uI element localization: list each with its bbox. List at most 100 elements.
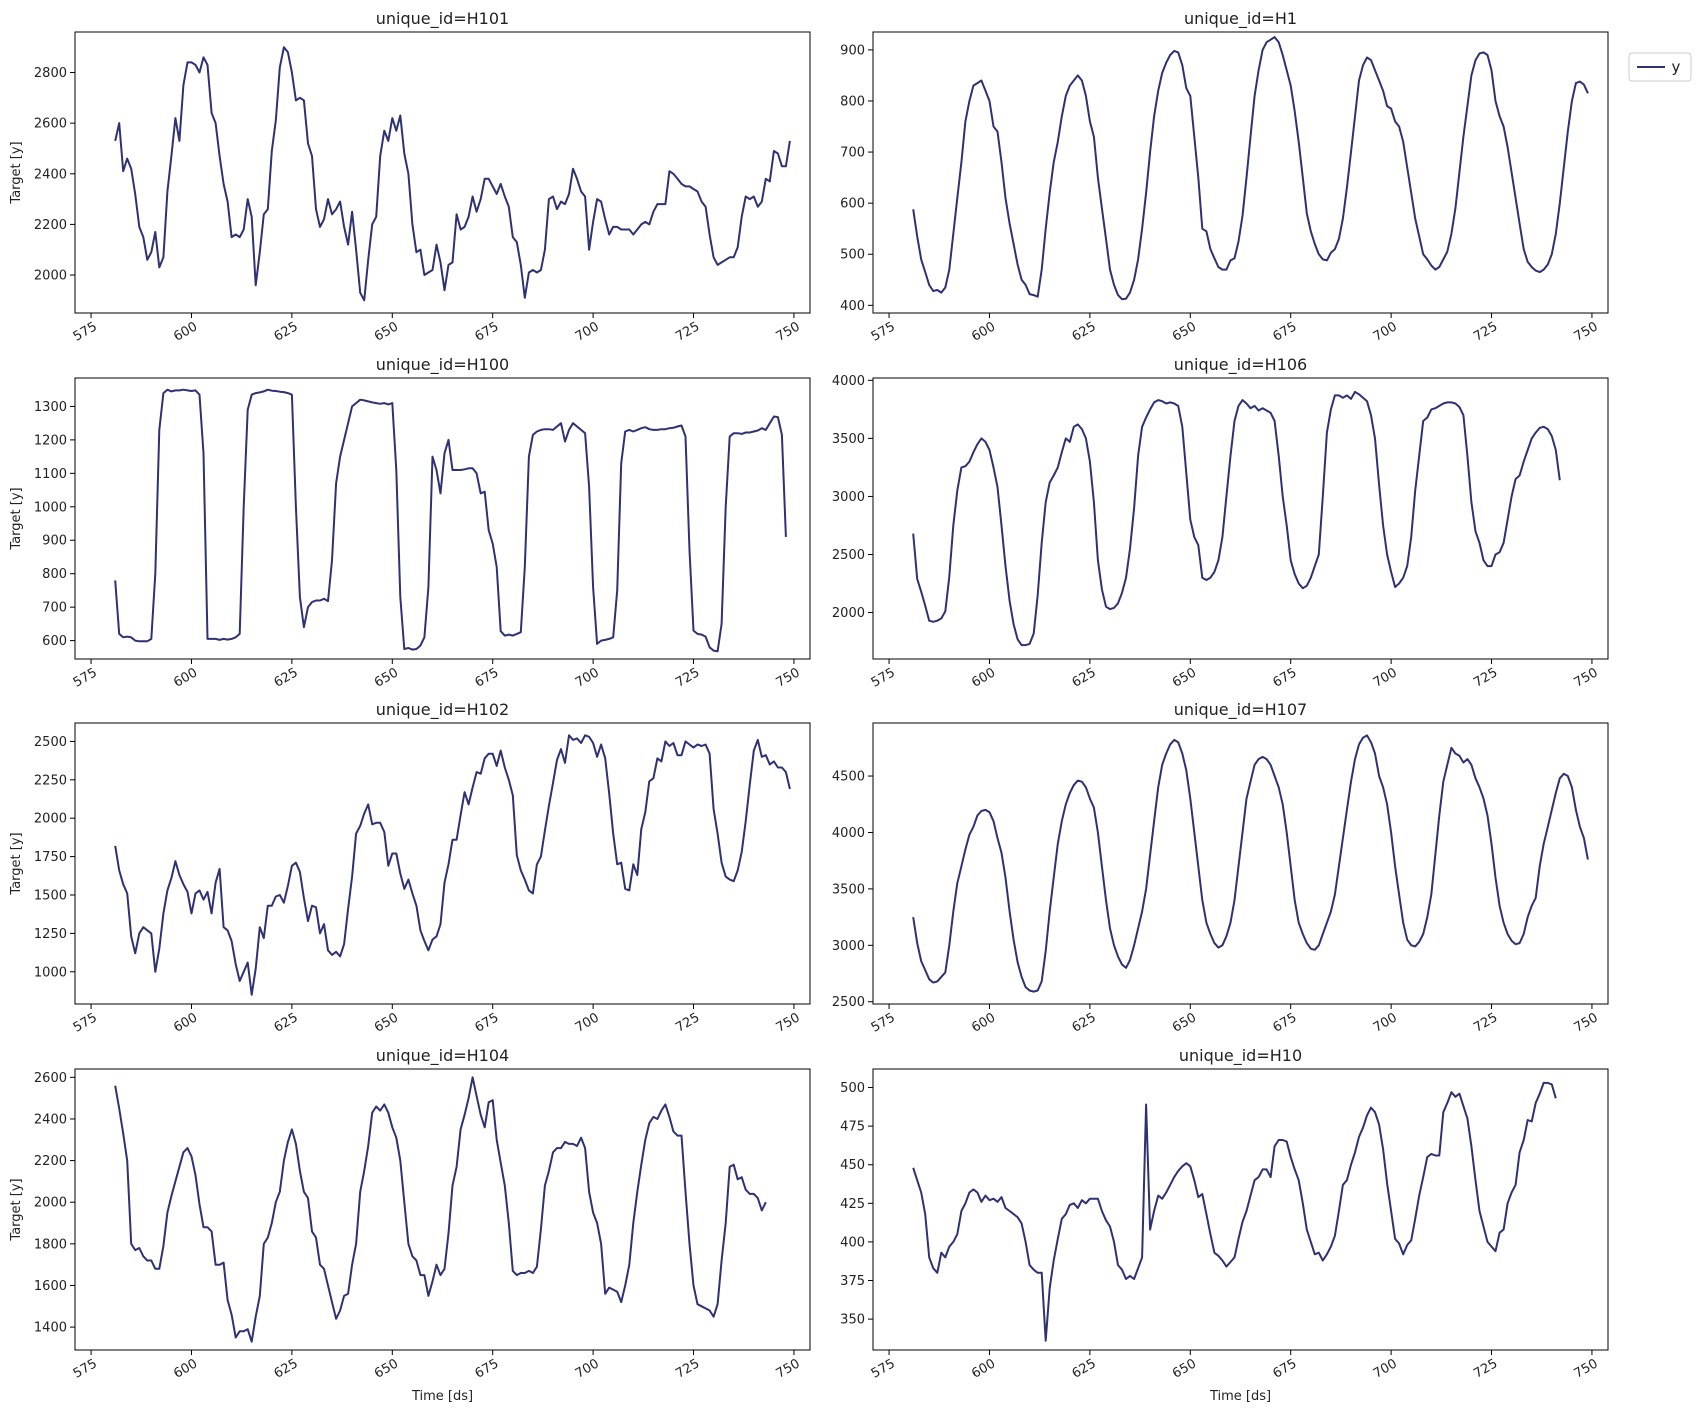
x-tick-label: 600: [969, 1010, 998, 1035]
y-tick-label: 800: [42, 567, 67, 582]
y-tick-label: 1750: [34, 850, 67, 865]
axes-frame: [74, 31, 811, 314]
x-tick-label: 675: [472, 1356, 501, 1381]
chart-title: unique_id=H100: [376, 355, 509, 375]
series-line: [912, 1081, 1557, 1342]
chart-panel: unique_id=H104 575 600 625 650 675 700 725 750 14…: [9, 1046, 811, 1404]
x-tick-label: 750: [774, 1010, 803, 1035]
chart-panel: unique_id=H107 575 600 625 650 675 700 725 750 25…: [832, 700, 1609, 1036]
chart-panel: unique_id=H10 575 600 625 650 675 700 725 750 350…: [840, 1046, 1609, 1404]
y-tick-label: 900: [42, 534, 67, 549]
y-axis-label: Target [y]: [9, 141, 24, 204]
y-tick-label: 1600: [34, 1279, 67, 1294]
y-tick-label: 2400: [34, 167, 67, 182]
y-tick-label: 500: [840, 1081, 865, 1096]
y-tick-label: 2500: [34, 735, 67, 750]
y-axis-label: Target [y]: [9, 832, 24, 895]
x-tick-label: 725: [673, 1356, 702, 1381]
chart-title: unique_id=H10: [1179, 1046, 1302, 1066]
x-tick-label: 700: [573, 665, 602, 690]
y-tick-label: 2600: [34, 117, 67, 132]
x-tick-label: 600: [969, 319, 998, 344]
chart-panel: unique_id=H102 575 600 625 650 675 700 725 750 10…: [9, 700, 811, 1036]
x-tick-label: 725: [1471, 1356, 1500, 1381]
series-line: [912, 36, 1589, 301]
y-tick-label: 600: [42, 634, 67, 649]
x-tick-label: 650: [372, 319, 401, 344]
y-tick-label: 400: [840, 1235, 865, 1250]
x-tick-label: 700: [573, 1356, 602, 1381]
x-tick-label: 650: [1170, 665, 1199, 690]
x-tick-label: 625: [1070, 1010, 1099, 1035]
x-tick-label: 600: [171, 665, 200, 690]
y-tick-label: 400: [840, 299, 865, 314]
series-line: [912, 734, 1589, 993]
x-tick-label: 575: [869, 665, 898, 690]
y-tick-label: 800: [840, 94, 865, 109]
y-tick-label: 2200: [34, 218, 67, 233]
y-tick-label: 2000: [34, 812, 67, 827]
y-tick-label: 2000: [832, 606, 865, 621]
axes-frame: [872, 31, 1609, 314]
y-tick-label: 700: [840, 146, 865, 161]
x-tick-label: 600: [171, 319, 200, 344]
y-tick-label: 1500: [34, 888, 67, 903]
y-tick-label: 1250: [34, 927, 67, 942]
x-tick-label: 750: [774, 319, 803, 344]
y-tick-label: 600: [840, 197, 865, 212]
axes-frame: [872, 722, 1609, 1005]
x-tick-label: 750: [774, 1356, 803, 1381]
y-tick-label: 900: [840, 43, 865, 58]
x-tick-label: 625: [1070, 319, 1099, 344]
y-tick-label: 3000: [832, 490, 865, 505]
x-tick-label: 650: [372, 1356, 401, 1381]
x-tick-label: 675: [472, 319, 501, 344]
y-tick-label: 1000: [34, 965, 67, 980]
x-tick-label: 650: [1170, 1356, 1199, 1381]
legend-label: y: [1672, 58, 1681, 76]
x-tick-label: 600: [969, 1356, 998, 1381]
y-tick-label: 3500: [832, 882, 865, 897]
legend: y: [1628, 52, 1692, 82]
y-tick-label: 4500: [832, 770, 865, 785]
x-tick-label: 625: [1070, 1356, 1099, 1381]
axes-frame: [74, 377, 811, 660]
series-line: [912, 390, 1561, 647]
x-tick-label: 625: [272, 1010, 301, 1035]
y-tick-label: 2800: [34, 66, 67, 81]
axes-frame: [872, 1068, 1609, 1351]
x-tick-label: 575: [71, 1010, 100, 1035]
y-tick-label: 375: [840, 1274, 865, 1289]
y-tick-label: 2500: [832, 548, 865, 563]
x-tick-label: 675: [1270, 665, 1299, 690]
y-tick-label: 2200: [34, 1154, 67, 1169]
x-tick-label: 675: [1270, 1356, 1299, 1381]
chart-panel: unique_id=H100 575 600 625 650 675 700 725 750 60…: [9, 355, 811, 691]
x-tick-label: 575: [869, 1010, 898, 1035]
chart-title: unique_id=H107: [1174, 700, 1307, 720]
axes-frame: [74, 722, 811, 1005]
x-tick-label: 625: [272, 319, 301, 344]
x-tick-label: 725: [673, 319, 702, 344]
x-tick-label: 725: [1471, 1010, 1500, 1035]
y-tick-label: 1400: [34, 1321, 67, 1336]
y-tick-label: 3500: [832, 432, 865, 447]
series-line: [114, 1076, 767, 1343]
y-tick-label: 2600: [34, 1071, 67, 1086]
x-tick-label: 650: [1170, 319, 1199, 344]
y-axis-label: Target [y]: [9, 1178, 24, 1241]
y-tick-label: 4000: [832, 374, 865, 389]
y-tick-label: 500: [840, 248, 865, 263]
x-tick-label: 625: [1070, 665, 1099, 690]
series-line: [114, 734, 791, 996]
x-tick-label: 725: [673, 1010, 702, 1035]
y-tick-label: 1300: [34, 400, 67, 415]
x-tick-label: 725: [673, 665, 702, 690]
y-tick-label: 3000: [832, 939, 865, 954]
y-tick-label: 1200: [34, 433, 67, 448]
x-tick-label: 575: [71, 665, 100, 690]
x-tick-label: 625: [272, 665, 301, 690]
x-tick-label: 675: [1270, 319, 1299, 344]
series-line: [114, 46, 791, 302]
y-tick-label: 2000: [34, 1196, 67, 1211]
